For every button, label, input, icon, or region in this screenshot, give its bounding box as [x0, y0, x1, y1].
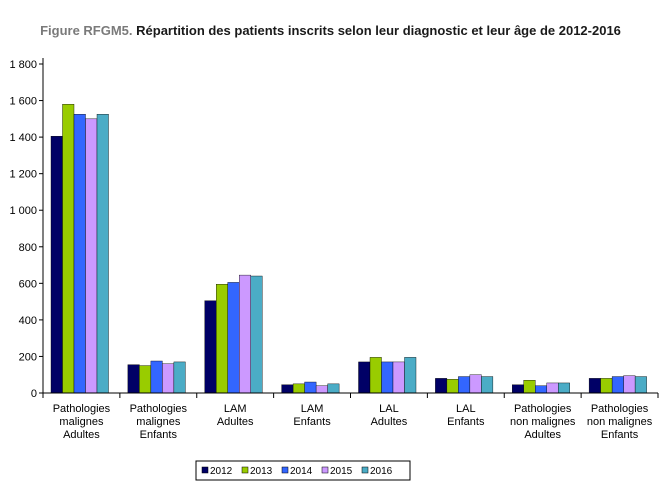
bar-2015-cat-0: [85, 118, 98, 394]
bar-2014-cat-0: [73, 114, 86, 394]
legend-label-2012: 2012: [210, 466, 233, 477]
bar-2013-cat-0: [62, 104, 75, 394]
legend-swatch-2014: [281, 466, 289, 474]
x-category-label: malignes: [59, 416, 104, 428]
legend-label-2014: 2014: [290, 466, 313, 477]
bar-2013-cat-4: [369, 357, 382, 394]
chart-title: Figure RFGM5. Répartition des patients i…: [0, 23, 661, 38]
y-tick-label: 400: [19, 315, 37, 327]
x-category-label: Pathologies: [130, 403, 188, 415]
x-category-label: Adultes: [371, 416, 408, 428]
figure-caption: Répartition des patients inscrits selon …: [132, 23, 621, 38]
x-category-label: LAL: [379, 403, 399, 415]
legend-label-2016: 2016: [370, 466, 393, 477]
bar-2014-cat-1: [150, 360, 163, 394]
y-tick-label: 600: [19, 278, 37, 290]
bar-2012-cat-3: [281, 384, 294, 394]
bar-2014-cat-2: [227, 282, 240, 394]
bar-2016-cat-1: [173, 361, 186, 394]
x-category-label: Adultes: [524, 429, 561, 441]
bar-2012-cat-7: [588, 378, 601, 394]
bar-2016-cat-5: [481, 376, 494, 394]
bar-2013-cat-3: [292, 383, 305, 394]
bar-2015-cat-3: [315, 385, 328, 394]
x-category-label: malignes: [136, 416, 181, 428]
y-tick-label: 1 200: [9, 169, 37, 181]
bar-2013-cat-1: [139, 365, 152, 394]
bar-2014-cat-6: [535, 385, 547, 394]
bar-2012-cat-1: [127, 364, 140, 394]
bar-2015-cat-1: [162, 363, 175, 394]
x-category-label: LAL: [456, 403, 476, 415]
x-category-label: Enfants: [601, 429, 639, 441]
x-category-label: Enfants: [140, 429, 178, 441]
x-category-label: LAM: [301, 403, 324, 415]
bar-2012-cat-2: [204, 300, 217, 394]
y-tick-label: 1 000: [9, 205, 37, 217]
x-category-label: Enfants: [447, 416, 485, 428]
bar-2015-cat-5: [469, 374, 482, 394]
y-tick-label: 200: [19, 351, 37, 363]
legend-label-2013: 2013: [250, 466, 273, 477]
bar-2016-cat-3: [327, 383, 340, 394]
bar-2016-cat-4: [404, 357, 417, 394]
bar-2014-cat-7: [611, 376, 624, 394]
bar-2014-cat-3: [304, 381, 317, 394]
legend-swatch-2016: [361, 466, 369, 474]
bar-2012-cat-6: [512, 384, 524, 394]
bar-2013-cat-6: [523, 380, 536, 394]
x-category-label: Pathologies: [514, 403, 572, 415]
bar-2013-cat-2: [216, 284, 228, 394]
x-category-label: LAM: [224, 403, 247, 415]
y-tick-label: 1 400: [9, 132, 37, 144]
bar-2015-cat-2: [239, 274, 251, 394]
x-category-label: Adultes: [63, 429, 100, 441]
legend-box: [195, 460, 411, 481]
x-category-label: Pathologies: [53, 403, 111, 415]
bar-2016-cat-7: [634, 376, 647, 394]
legend-label-2015: 2015: [330, 466, 353, 477]
bar-2016-cat-6: [558, 382, 570, 394]
bar-2012-cat-5: [435, 378, 448, 394]
x-category-label: Enfants: [293, 416, 331, 428]
bar-2015-cat-4: [392, 361, 405, 394]
bar-2013-cat-7: [600, 378, 613, 394]
x-category-label: non malignes: [587, 416, 653, 428]
bar-2016-cat-2: [250, 275, 263, 394]
bar-2014-cat-5: [458, 376, 471, 394]
bar-2014-cat-4: [381, 361, 394, 394]
legend-swatch-2015: [321, 466, 329, 474]
x-category-label: Adultes: [217, 416, 254, 428]
y-tick-label: 1 600: [9, 96, 37, 108]
legend-swatch-2012: [201, 466, 209, 474]
bar-2015-cat-6: [546, 382, 559, 394]
legend-swatch-2013: [241, 466, 249, 474]
bar-2016-cat-0: [96, 114, 109, 394]
y-tick-label: 0: [31, 388, 37, 400]
bar-2012-cat-4: [358, 361, 371, 394]
figure-number: Figure RFGM5.: [40, 23, 133, 38]
bar-2015-cat-7: [623, 375, 636, 394]
y-tick-label: 800: [19, 242, 37, 254]
y-tick-label: 1 800: [9, 59, 37, 71]
x-category-label: Pathologies: [591, 403, 649, 415]
x-category-label: non malignes: [510, 416, 576, 428]
bar-2013-cat-5: [446, 379, 459, 394]
bar-2012-cat-0: [50, 135, 63, 394]
